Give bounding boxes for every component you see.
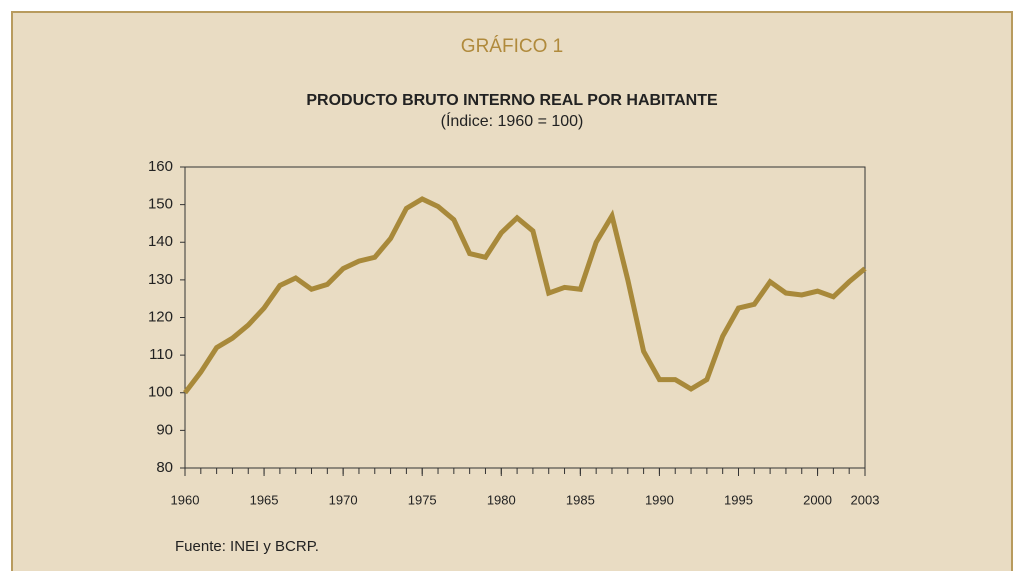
y-tick-label: 100 <box>148 384 173 401</box>
x-tick-label: 1995 <box>724 492 753 507</box>
y-tick-label: 110 <box>149 346 173 363</box>
panel <box>11 11 1013 571</box>
y-tick-label: 150 <box>148 196 173 213</box>
x-tick-label: 1965 <box>250 492 279 507</box>
x-tick-label: 1985 <box>566 492 595 507</box>
x-tick-label: 1990 <box>645 492 674 507</box>
x-tick-label: 1970 <box>329 492 358 507</box>
y-tick-label: 120 <box>148 308 173 325</box>
y-tick-label: 80 <box>156 459 173 476</box>
chart-subtitle: PRODUCTO BRUTO INTERNO REAL POR HABITANT… <box>306 92 718 109</box>
x-tick-label: 1980 <box>487 492 516 507</box>
y-tick-label: 90 <box>156 421 173 438</box>
x-tick-label: 1960 <box>171 492 200 507</box>
source: Fuente: INEI y BCRP. <box>175 538 319 555</box>
x-tick-label: 2000 <box>803 492 832 507</box>
x-tick-label: 1975 <box>408 492 437 507</box>
unit-label: (Índice: 1960 = 100) <box>441 111 584 130</box>
line <box>183 196 867 395</box>
y-tick-label: 140 <box>148 233 173 250</box>
chart-title: GRÁFICO 1 <box>461 36 563 57</box>
x-tick-label: 2003 <box>851 492 880 507</box>
y-tick-label: 160 <box>148 158 173 175</box>
y-tick-label: 130 <box>148 271 173 288</box>
